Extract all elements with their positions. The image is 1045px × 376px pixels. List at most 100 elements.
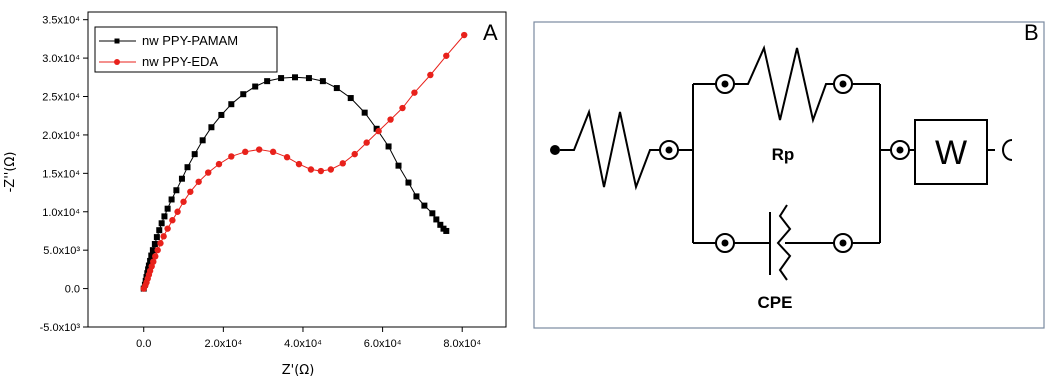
data-point	[327, 166, 335, 173]
warburg-label: W	[935, 134, 967, 172]
rp-label: Rp	[772, 145, 795, 164]
series-0	[140, 74, 450, 292]
data-point	[252, 83, 259, 90]
x-tick-label: 0.0	[136, 338, 151, 350]
data-point	[333, 85, 340, 92]
data-point	[405, 179, 412, 186]
cpe-label: CPE	[758, 293, 793, 312]
data-point	[385, 143, 392, 150]
y-tick-label: 1.5x10⁴	[42, 168, 80, 180]
data-point	[411, 89, 418, 96]
data-point	[387, 116, 394, 123]
x-tick-label: 6.0x10⁴	[364, 338, 402, 350]
legend-label-pamam: nw PPY-PAMAM	[142, 33, 238, 48]
cpe-node-right-inner	[839, 239, 847, 247]
data-point	[156, 227, 163, 234]
y-tick-label: 2.0x10⁴	[42, 130, 80, 142]
legend-box	[94, 26, 278, 73]
output-terminal	[1002, 139, 1013, 161]
node-1-inner	[665, 146, 673, 154]
data-point	[283, 154, 291, 161]
data-point	[157, 240, 164, 247]
data-point	[295, 160, 303, 168]
rp-resistor	[734, 44, 834, 124]
y-tick-label: 0.0	[65, 284, 80, 296]
data-point	[433, 216, 440, 223]
x-tick-label: 8.0x10⁴	[443, 338, 481, 350]
data-point	[164, 225, 171, 232]
x-tick-label: 2.0x10⁴	[204, 338, 242, 350]
y-tick-label: 2.5x10⁴	[42, 92, 80, 104]
data-point	[317, 167, 325, 175]
data-point	[269, 148, 277, 156]
panel-label-b: B	[1024, 20, 1039, 45]
nyquist-plot: 0.0 2.0x10⁴ 4.0x10⁴ 6.0x10⁴ 8.0x10⁴ -5.0x10³ 0…	[3, 11, 507, 376]
data-point	[429, 210, 436, 217]
data-point	[187, 188, 194, 195]
data-point	[161, 213, 168, 220]
data-point	[168, 196, 175, 203]
y-axis-title: -Z''(Ω)	[3, 152, 18, 193]
data-point	[461, 31, 468, 39]
data-point	[399, 104, 406, 112]
data-point	[174, 208, 181, 215]
data-point	[184, 164, 191, 171]
data-point	[173, 187, 180, 194]
data-point	[150, 258, 157, 265]
data-point	[218, 111, 225, 118]
x-axis-title: Z'(Ω)	[282, 363, 315, 376]
input-terminal-dot	[550, 145, 560, 155]
data-point	[180, 198, 187, 205]
y-tick-label: 1.0x10⁴	[42, 207, 80, 219]
data-point	[421, 202, 428, 209]
x-tick-label: 4.0x10⁴	[284, 338, 322, 350]
data-point	[178, 175, 185, 182]
series-1	[140, 31, 468, 292]
data-point	[158, 220, 165, 227]
y-tick-label: 5.0x10³	[43, 245, 80, 257]
data-point	[160, 233, 167, 240]
data-point	[149, 247, 156, 254]
data-point	[195, 178, 202, 185]
data-point	[255, 146, 263, 153]
data-point	[305, 75, 312, 82]
data-point	[191, 151, 198, 158]
data-point	[208, 124, 215, 131]
data-point	[437, 221, 444, 228]
data-point	[205, 169, 212, 176]
rp-node-left-inner	[721, 80, 729, 88]
data-point	[278, 75, 285, 82]
legend-label-eda: nw PPY-EDA	[142, 54, 218, 69]
data-point	[339, 160, 346, 167]
data-point	[147, 257, 154, 264]
data-point	[427, 71, 434, 79]
data-point	[351, 150, 358, 158]
data-point	[242, 148, 249, 156]
warburg-box	[914, 119, 988, 185]
data-point	[361, 109, 368, 116]
data-point	[375, 127, 382, 135]
legend-marker-pamam	[114, 38, 120, 44]
data-point	[169, 217, 176, 224]
data-point	[153, 234, 160, 241]
rp-node-right-inner	[839, 80, 847, 88]
data-point	[292, 74, 299, 81]
panel-label-a: A	[483, 20, 498, 45]
data-point	[148, 252, 155, 259]
data-point	[240, 91, 247, 98]
data-point	[307, 166, 315, 173]
axis-ticks: 0.0 2.0x10⁴ 4.0x10⁴ 6.0x10⁴ 8.0x10⁴ -5.0x10³ 0…	[40, 15, 482, 350]
data-point	[319, 78, 326, 85]
legend-marker-eda	[114, 59, 120, 65]
data-point	[264, 78, 271, 85]
data-series	[140, 31, 468, 292]
y-tick-label: -5.0x10³	[40, 322, 81, 334]
data-point	[151, 241, 158, 248]
series-resistor	[560, 108, 660, 191]
data-point	[228, 101, 235, 108]
y-tick-label: 3.5x10⁴	[42, 15, 80, 27]
data-point	[152, 253, 159, 260]
cpe-zigzag-plate	[776, 204, 792, 281]
data-point	[215, 160, 223, 168]
